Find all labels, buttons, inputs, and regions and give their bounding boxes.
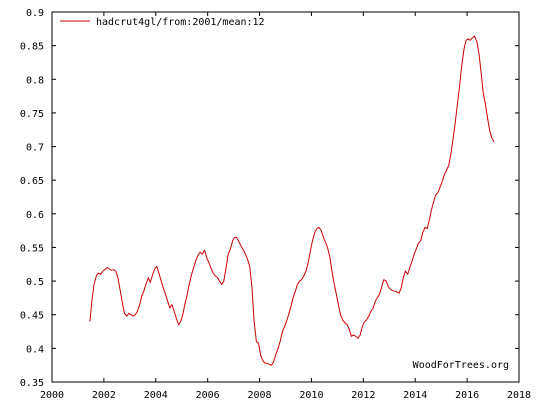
x-tick-label: 2004 bbox=[144, 390, 168, 401]
y-tick-label: 0.9 bbox=[26, 8, 44, 19]
watermark-text: WoodForTrees.org bbox=[413, 360, 509, 371]
y-tick-label: 0.75 bbox=[20, 109, 44, 120]
y-tick-label: 0.8 bbox=[26, 75, 44, 86]
plot-frame bbox=[51, 11, 520, 383]
y-tick-label: 0.4 bbox=[26, 344, 44, 355]
axis-ticks: 2000 2002 2004 2006 2008 2010 2012 2014 2016 2018… bbox=[20, 8, 531, 401]
x-tick-label: 2000 bbox=[40, 390, 64, 401]
x-tick-label: 2016 bbox=[455, 390, 479, 401]
x-tick-label: 2008 bbox=[248, 390, 272, 401]
legend: hadcrut4gl/from:2001/mean:12 bbox=[60, 17, 265, 28]
x-tick-label: 2014 bbox=[403, 390, 427, 401]
y-tick-label: 0.6 bbox=[26, 210, 44, 221]
legend-label: hadcrut4gl/from:2001/mean:12 bbox=[96, 17, 265, 28]
y-tick-label: 0.55 bbox=[20, 243, 44, 254]
y-tick-label: 0.85 bbox=[20, 42, 44, 53]
series-layer bbox=[89, 35, 495, 366]
series-line-0 bbox=[89, 35, 495, 366]
x-tick-label: 2010 bbox=[299, 390, 323, 401]
y-tick-label: 0.45 bbox=[20, 311, 44, 322]
y-tick-label: 0.5 bbox=[26, 277, 44, 288]
x-tick-label: 2012 bbox=[351, 390, 375, 401]
y-tick-label: 0.35 bbox=[20, 378, 44, 389]
y-tick-label: 0.7 bbox=[26, 143, 44, 154]
x-tick-label: 2018 bbox=[507, 390, 531, 401]
x-tick-label: 2002 bbox=[92, 390, 116, 401]
y-tick-label: 0.65 bbox=[20, 176, 44, 187]
x-tick-label: 2006 bbox=[196, 390, 220, 401]
